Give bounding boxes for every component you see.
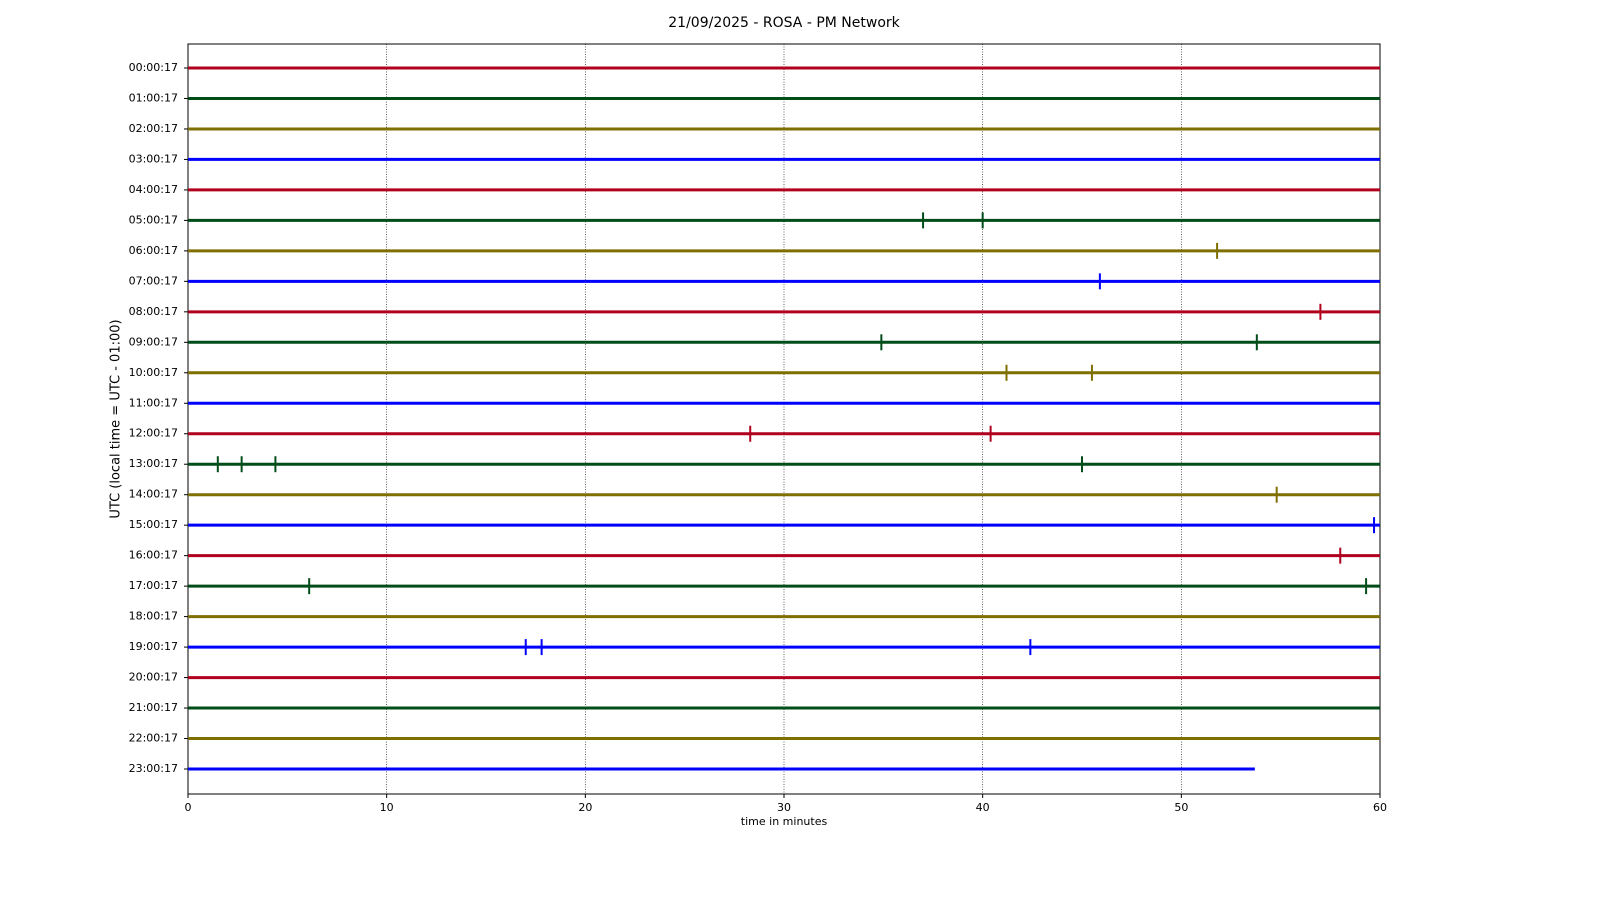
y-tick-label: 06:00:17 <box>129 244 178 257</box>
y-tick-label: 23:00:17 <box>129 762 178 775</box>
y-tick-label: 21:00:17 <box>129 701 178 714</box>
y-tick-label: 10:00:17 <box>129 366 178 379</box>
y-tick-label: 08:00:17 <box>129 305 178 318</box>
y-tick-label: 17:00:17 <box>129 579 178 592</box>
x-tick-label: 60 <box>1373 801 1387 814</box>
x-tick-label: 0 <box>185 801 192 814</box>
y-axis-label: UTC (local time = UTC - 01:00) <box>109 319 124 518</box>
x-tick-label: 40 <box>976 801 990 814</box>
y-tick-label: 05:00:17 <box>129 213 178 226</box>
y-tick-label: 07:00:17 <box>129 274 178 287</box>
y-tick-label: 15:00:17 <box>129 518 178 531</box>
y-tick-label: 22:00:17 <box>129 732 178 745</box>
y-tick-label: 02:00:17 <box>129 122 178 135</box>
y-tick-label: 12:00:17 <box>129 427 178 440</box>
y-tick-label: 14:00:17 <box>129 488 178 501</box>
y-tick-label: 04:00:17 <box>129 183 178 196</box>
y-tick-label: 09:00:17 <box>129 335 178 348</box>
y-tick-label: 03:00:17 <box>129 152 178 165</box>
y-tick-label: 00:00:17 <box>129 61 178 74</box>
x-axis-label: time in minutes <box>741 815 828 828</box>
x-tick-label: 10 <box>380 801 394 814</box>
y-tick-label: 13:00:17 <box>129 457 178 470</box>
y-tick-label: 01:00:17 <box>129 91 178 104</box>
x-tick-label: 50 <box>1174 801 1188 814</box>
y-tick-label: 11:00:17 <box>129 396 178 409</box>
y-tick-label: 19:00:17 <box>129 640 178 653</box>
y-tick-label: 16:00:17 <box>129 549 178 562</box>
chart-title: 21/09/2025 - ROSA - PM Network <box>668 15 900 31</box>
x-tick-label: 20 <box>578 801 592 814</box>
x-tick-label: 30 <box>777 801 791 814</box>
y-tick-label: 20:00:17 <box>129 671 178 684</box>
y-tick-label: 18:00:17 <box>129 610 178 623</box>
